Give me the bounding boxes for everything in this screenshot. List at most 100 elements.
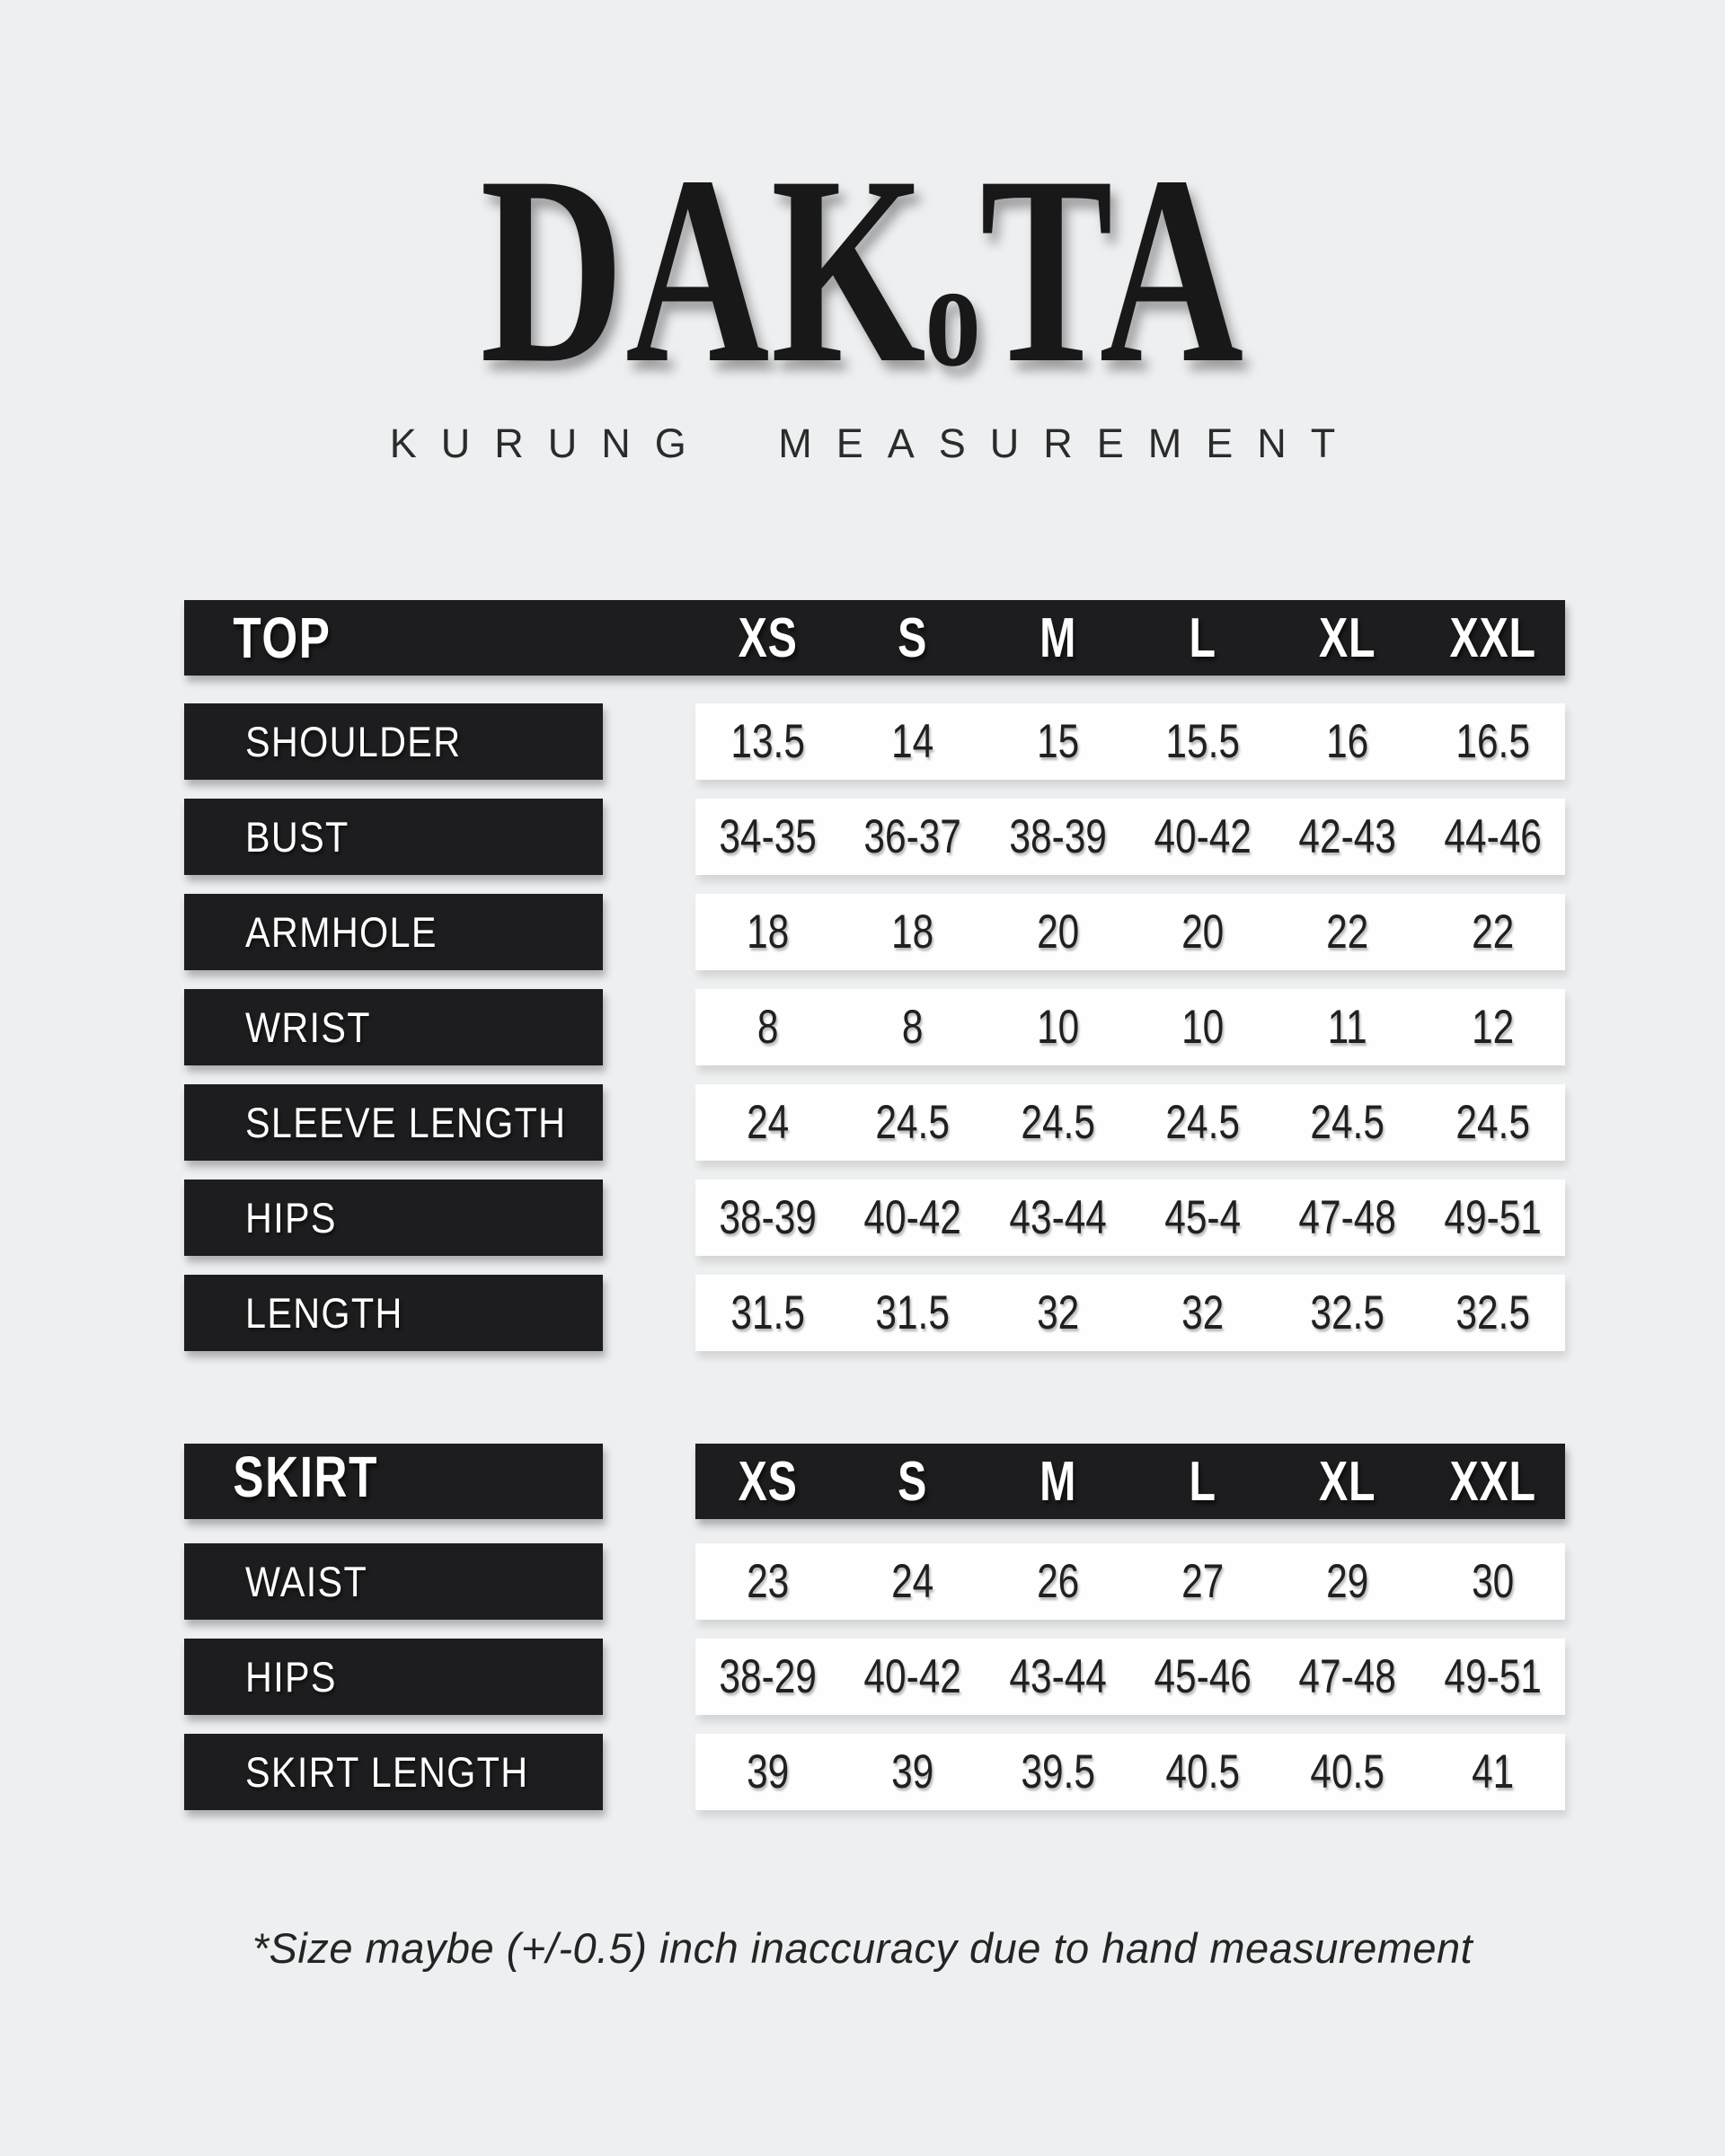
top-table-section: TOP XS S M L XL XXL SHOULDER 13.5 14 15 15.5 16 16.…: [184, 600, 1565, 1351]
size-column-header: XS: [738, 606, 798, 669]
measurement-value: 38-39: [1009, 810, 1107, 863]
table-row: SKIRT LENGTH 39 39 39.5 40.5 40.5 41: [184, 1734, 1565, 1810]
table-row: ARMHOLE 18 18 20 20 22 22: [184, 894, 1565, 970]
row-label-bar: WAIST: [184, 1543, 603, 1620]
measurement-value: 44-46: [1444, 810, 1542, 863]
measurement-value: 18: [891, 906, 934, 959]
measurement-value: 24: [747, 1096, 790, 1149]
header-gap: [603, 1444, 695, 1519]
measurement-value: 47-48: [1298, 1191, 1397, 1244]
table-row: BUST 34-35 36-37 38-39 40-42 42-43 44-46: [184, 799, 1565, 875]
row-values-panel: 38-39 40-42 43-44 45-4 47-48 49-51: [695, 1180, 1565, 1256]
size-column-header: L: [1189, 1450, 1216, 1513]
size-column-header: M: [1039, 1450, 1076, 1513]
measurement-value: 10: [1036, 1001, 1079, 1054]
measurement-value: 14: [891, 715, 934, 768]
row-values-grid: 18 18 20 20 22 22: [695, 894, 1565, 970]
row-values-grid: 31.5 31.5 32 32 32.5 32.5: [695, 1275, 1565, 1351]
measurement-value: 49-51: [1444, 1650, 1542, 1703]
measurement-value: 24: [891, 1555, 934, 1608]
size-column-header: L: [1189, 606, 1216, 669]
size-column-header: S: [898, 1450, 928, 1513]
footnote: *Size maybe (+/-0.5) inch inaccuracy due…: [252, 1924, 1473, 1972]
row-label-bar: WRIST: [184, 989, 603, 1065]
row-values-grid: 38-39 40-42 43-44 45-4 47-48 49-51: [695, 1180, 1565, 1256]
measurement-value: 38-39: [719, 1191, 817, 1244]
skirt-table-section: SKIRT XS S M L XL XXL WAIST 23 24 26 27 29 30 HIPS 38…: [184, 1444, 1565, 1810]
row-values-grid: 13.5 14 15 15.5 16 16.5: [695, 703, 1565, 780]
measurement-value: 15.5: [1165, 715, 1240, 768]
row-label-bar: LENGTH: [184, 1275, 603, 1351]
measurement-value: 41: [1471, 1745, 1514, 1798]
measurement-value: 42-43: [1298, 810, 1397, 863]
skirt-size-header-bar: XS S M L XL XXL: [695, 1444, 1565, 1519]
row-gap: [603, 799, 695, 875]
measurement-value: 38-29: [719, 1650, 817, 1703]
measurement-value: 24.5: [1165, 1096, 1240, 1149]
row-values-panel: 38-29 40-42 43-44 45-46 47-48 49-51: [695, 1639, 1565, 1715]
row-values-panel: 31.5 31.5 32 32 32.5 32.5: [695, 1275, 1565, 1351]
row-label: HIPS: [245, 1653, 337, 1701]
row-values-grid: 24 24.5 24.5 24.5 24.5 24.5: [695, 1084, 1565, 1161]
measurement-value: 10: [1181, 1001, 1225, 1054]
table-row: LENGTH 31.5 31.5 32 32 32.5 32.5: [184, 1275, 1565, 1351]
size-chart-page: DAKoTA KURUNG MEASUREMENT TOP XS S M L XL XXL…: [184, 135, 1565, 1972]
measurement-value: 15: [1036, 715, 1079, 768]
row-gap: [603, 989, 695, 1065]
row-label: WRIST: [245, 1003, 371, 1051]
measurement-value: 20: [1036, 906, 1079, 959]
measurement-value: 39: [747, 1745, 790, 1798]
table-row: SHOULDER 13.5 14 15 15.5 16 16.5: [184, 703, 1565, 780]
row-label-bar: HIPS: [184, 1639, 603, 1715]
row-gap: [603, 703, 695, 780]
brand-logo: DAKoTA: [225, 135, 1501, 404]
row-label-bar: SKIRT LENGTH: [184, 1734, 603, 1810]
measurement-value: 24.5: [1021, 1096, 1095, 1149]
measurement-value: 40.5: [1165, 1745, 1240, 1798]
skirt-table-title-bar: SKIRT: [184, 1444, 603, 1519]
row-gap: [603, 1275, 695, 1351]
size-header-row: XS S M L XL XXL: [695, 600, 1565, 676]
brand-subtitle: KURUNG MEASUREMENT: [389, 420, 1360, 466]
row-values-panel: 39 39 39.5 40.5 40.5 41: [695, 1734, 1565, 1810]
measurement-value: 22: [1471, 906, 1514, 959]
row-values-panel: 24 24.5 24.5 24.5 24.5 24.5: [695, 1084, 1565, 1161]
row-label: HIPS: [245, 1194, 337, 1241]
skirt-table-title: SKIRT: [233, 1445, 378, 1509]
row-values-grid: 38-29 40-42 43-44 45-46 47-48 49-51: [695, 1639, 1565, 1715]
size-column-header: XL: [1319, 1450, 1376, 1513]
measurement-value: 24.5: [875, 1096, 951, 1149]
size-column-header: M: [1039, 606, 1076, 669]
row-values-grid: 8 8 10 10 11 12: [695, 989, 1565, 1065]
measurement-value: 32.5: [1455, 1286, 1530, 1339]
brand-logo-o: o: [924, 231, 983, 399]
measurement-value: 22: [1326, 906, 1369, 959]
row-values-panel: 13.5 14 15 15.5 16 16.5: [695, 703, 1565, 780]
measurement-value: 31.5: [875, 1286, 951, 1339]
skirt-table-header: SKIRT XS S M L XL XXL: [184, 1444, 1565, 1519]
row-label: SKIRT LENGTH: [245, 1748, 529, 1796]
brand-logo-left: DAK: [480, 120, 928, 419]
row-values-panel: 18 18 20 20 22 22: [695, 894, 1565, 970]
row-values-panel: 34-35 36-37 38-39 40-42 42-43 44-46: [695, 799, 1565, 875]
row-label: SLEEVE LENGTH: [245, 1099, 567, 1146]
row-values-grid: 23 24 26 27 29 30: [695, 1543, 1565, 1620]
measurement-value: 32: [1181, 1286, 1225, 1339]
top-table-title: TOP: [233, 605, 332, 670]
measurement-value: 43-44: [1009, 1191, 1107, 1244]
measurement-value: 45-4: [1164, 1191, 1242, 1244]
measurement-value: 36-37: [863, 810, 962, 863]
header-gap: [603, 600, 695, 676]
row-gap: [603, 894, 695, 970]
measurement-value: 40-42: [863, 1650, 962, 1703]
row-label: LENGTH: [245, 1289, 403, 1337]
row-label: BUST: [245, 813, 349, 861]
measurement-value: 8: [902, 1001, 924, 1054]
measurement-value: 27: [1181, 1555, 1225, 1608]
measurement-value: 13.5: [730, 715, 805, 768]
row-gap: [603, 1543, 695, 1620]
measurement-value: 32.5: [1310, 1286, 1385, 1339]
row-gap: [603, 1734, 695, 1810]
row-label: SHOULDER: [245, 718, 462, 765]
row-values-grid: 34-35 36-37 38-39 40-42 42-43 44-46: [695, 799, 1565, 875]
